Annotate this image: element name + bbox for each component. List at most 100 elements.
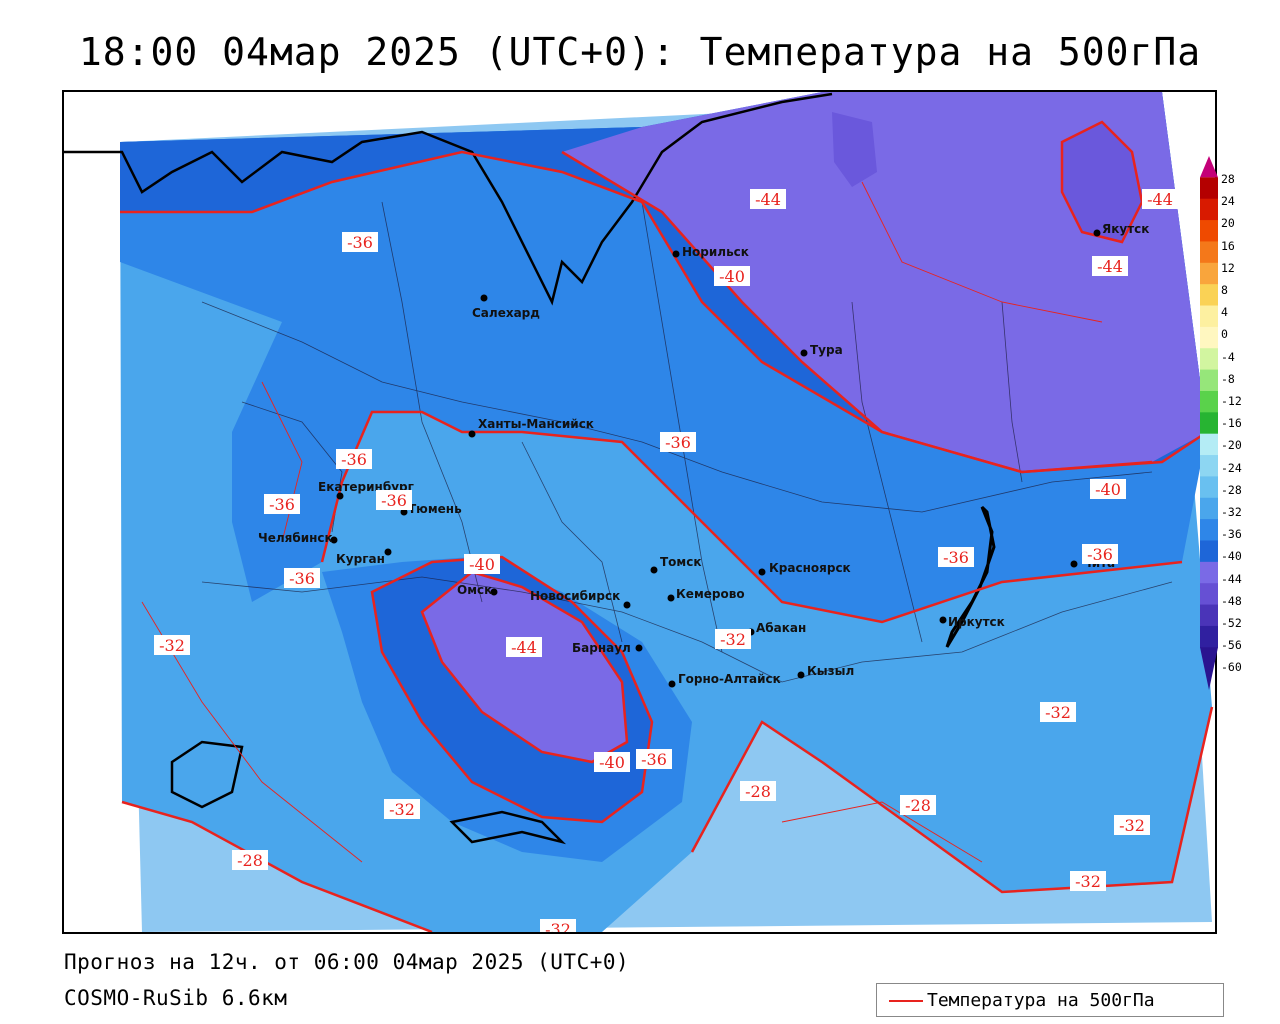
colorbar-gradient <box>1200 156 1218 690</box>
isotherm-label-bg <box>1142 189 1178 209</box>
colorbar-segment <box>1200 369 1218 392</box>
forecast-info: Прогноз на 12ч. от 06:00 04мар 2025 (UTC… <box>64 950 630 974</box>
isotherm-label-bg <box>714 266 750 286</box>
svg-text:Новосибирск: Новосибирск <box>530 589 620 603</box>
city-krasnoyarsk: Красноярск <box>758 561 851 576</box>
colorbar-tick-label: 24 <box>1221 194 1235 209</box>
colorbar-tick-label: 0 <box>1221 327 1228 342</box>
colorbar-segment <box>1200 198 1218 221</box>
legend-box: Температура на 500гПа <box>876 983 1224 1017</box>
colorbar-segment <box>1200 177 1218 200</box>
zone-48-pocket2 <box>832 112 877 187</box>
isotherm-label: -28 <box>905 796 931 815</box>
colorbar-segment <box>1200 241 1218 264</box>
colorbar-tick-label: -60 <box>1221 660 1242 675</box>
colorbar-segment <box>1200 519 1218 541</box>
isotherm-label-bg <box>1092 256 1128 276</box>
isotherm-label-bg <box>540 919 576 932</box>
city-kurgan: Курган <box>336 548 392 566</box>
isotherm-label: -28 <box>745 782 771 801</box>
isotherm-label-bg <box>384 799 420 819</box>
legend-line-swatch <box>889 1000 923 1002</box>
isotherm-labels: -44 -44-44-36-40-36-36-36 -36-40-36-40 -36-… <box>154 189 1178 932</box>
colorbar-segment <box>1200 583 1218 606</box>
isotherm-label-bg <box>636 749 672 769</box>
city-chelyabinsk: Челябинск <box>258 531 338 545</box>
isotherm-label: -28 <box>237 851 263 870</box>
isotherm-label: -32 <box>159 636 185 655</box>
svg-text:Норильск: Норильск <box>682 245 749 259</box>
city-markers: Норильск Салехард Тура Якутск Ханты-Манс… <box>258 222 1149 688</box>
colorbar-tick-label: -20 <box>1221 438 1242 453</box>
aral-coast <box>170 740 244 809</box>
city-kemerovo: Кемерово <box>667 587 745 602</box>
colorbar-segment <box>1200 540 1218 563</box>
colorbar-tick-label: 28 <box>1221 172 1235 186</box>
isotherm-label: -36 <box>341 450 367 469</box>
colorbar-segment <box>1200 455 1218 477</box>
colorbar-segment <box>1200 433 1218 456</box>
isotherm-lines <box>120 120 1214 932</box>
isotherm-label-bg <box>1040 702 1076 722</box>
colorbar-bottom-arrow <box>1200 647 1218 690</box>
colorbar-tick-label: -52 <box>1221 616 1242 630</box>
colorbar-tick-label: -32 <box>1221 505 1242 519</box>
isotherm-label-bg <box>740 781 776 801</box>
coastline <box>64 92 833 306</box>
svg-text:Курган: Курган <box>336 552 385 566</box>
isotherm-label: -36 <box>269 495 295 514</box>
colorbar-segment <box>1200 412 1218 435</box>
isotherm-label: -36 <box>289 569 315 588</box>
colorbar-tick-label: 8 <box>1221 283 1228 297</box>
city-tura: Тура <box>800 343 843 357</box>
colorbar-tick-label: -40 <box>1221 549 1242 564</box>
colorbar-tick-label: -12 <box>1221 394 1242 408</box>
baikal-lake <box>945 505 996 648</box>
isotherm-label: -40 <box>469 555 495 574</box>
colorbar-tick-label: -16 <box>1221 416 1242 431</box>
svg-text:Омск: Омск <box>457 583 492 597</box>
isotherm-label: -36 <box>381 491 407 510</box>
isotherm-label-bg <box>342 232 378 252</box>
isotherm-label-bg <box>1070 871 1106 891</box>
city-irkutsk: Иркутск <box>939 615 1005 629</box>
isotherm-label: -32 <box>1119 816 1145 835</box>
colorbar-tick-label: -56 <box>1221 638 1242 653</box>
isotherm-label-bg <box>1090 479 1126 499</box>
colorbar-tick-label: -44 <box>1221 571 1242 586</box>
isotherm-label-bg <box>264 494 300 514</box>
isotherm-label: -32 <box>1075 872 1101 891</box>
svg-text:Абакан: Абакан <box>756 621 806 635</box>
city-abakan: Абакан <box>747 621 806 636</box>
isotherm-label: -36 <box>1087 545 1113 564</box>
legend-label: Температура на 500гПа <box>927 990 1155 1011</box>
isotherm-label: -36 <box>943 548 969 567</box>
colorbar-segment <box>1200 625 1218 648</box>
colorbar-tick-label: -28 <box>1221 482 1242 497</box>
isotherm-label-bg <box>715 629 751 649</box>
isotherm-label-bg <box>750 189 786 209</box>
city-gorno-altaysk: Горно-Алтайск <box>668 672 781 688</box>
isotherm-label-bg <box>660 432 696 452</box>
svg-text:Якутск: Якутск <box>1102 222 1149 236</box>
isotherm-label: -40 <box>599 753 625 772</box>
balkhash-lake <box>449 810 567 845</box>
isotherm-label: -40 <box>719 267 745 286</box>
colorbar-tick-label: -24 <box>1221 460 1242 475</box>
map-area[interactable]: Норильск Салехард Тура Якутск Ханты-Манс… <box>62 90 1217 934</box>
isotherm-label-bg <box>938 547 974 567</box>
isotherm-label: -36 <box>347 233 373 252</box>
isotherm-label: -32 <box>545 920 571 932</box>
colorbar-segment <box>1200 561 1218 584</box>
isotherm-label-bg <box>336 449 372 469</box>
isotherm-label: -32 <box>1045 703 1071 722</box>
svg-text:Тура: Тура <box>810 343 843 357</box>
isotherm-label-bg <box>594 752 630 772</box>
city-tyumen: Тюмень <box>400 502 462 516</box>
isotherm-label: -44 <box>1097 257 1123 276</box>
city-khanty-mansiysk: Ханты-Мансийск <box>468 417 594 438</box>
isotherm-label: -44 <box>1147 190 1173 209</box>
colorbar-segment <box>1200 284 1218 307</box>
colorbar-segment <box>1200 262 1218 285</box>
isotherm-label: -32 <box>720 630 746 649</box>
